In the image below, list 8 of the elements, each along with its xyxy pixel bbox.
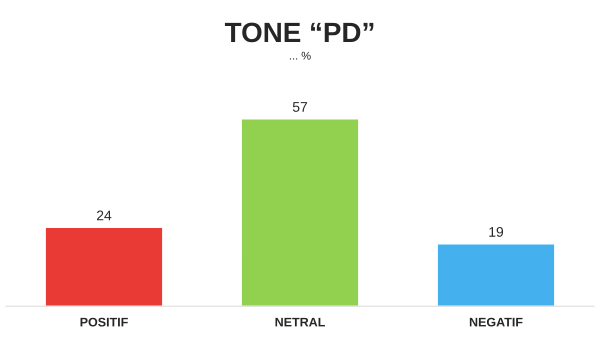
- chart-subtitle: ... %: [290, 52, 311, 60]
- x-tick-label: NETRAL: [275, 318, 325, 326]
- data-label: 24: [96, 210, 112, 220]
- chart-title: TONE “PD”: [224, 22, 374, 42]
- data-label: 19: [489, 227, 504, 237]
- x-tick-label: POSITIF: [80, 318, 128, 327]
- data-label: 57: [292, 102, 308, 112]
- x-tick-label: NEGATIF: [470, 318, 523, 327]
